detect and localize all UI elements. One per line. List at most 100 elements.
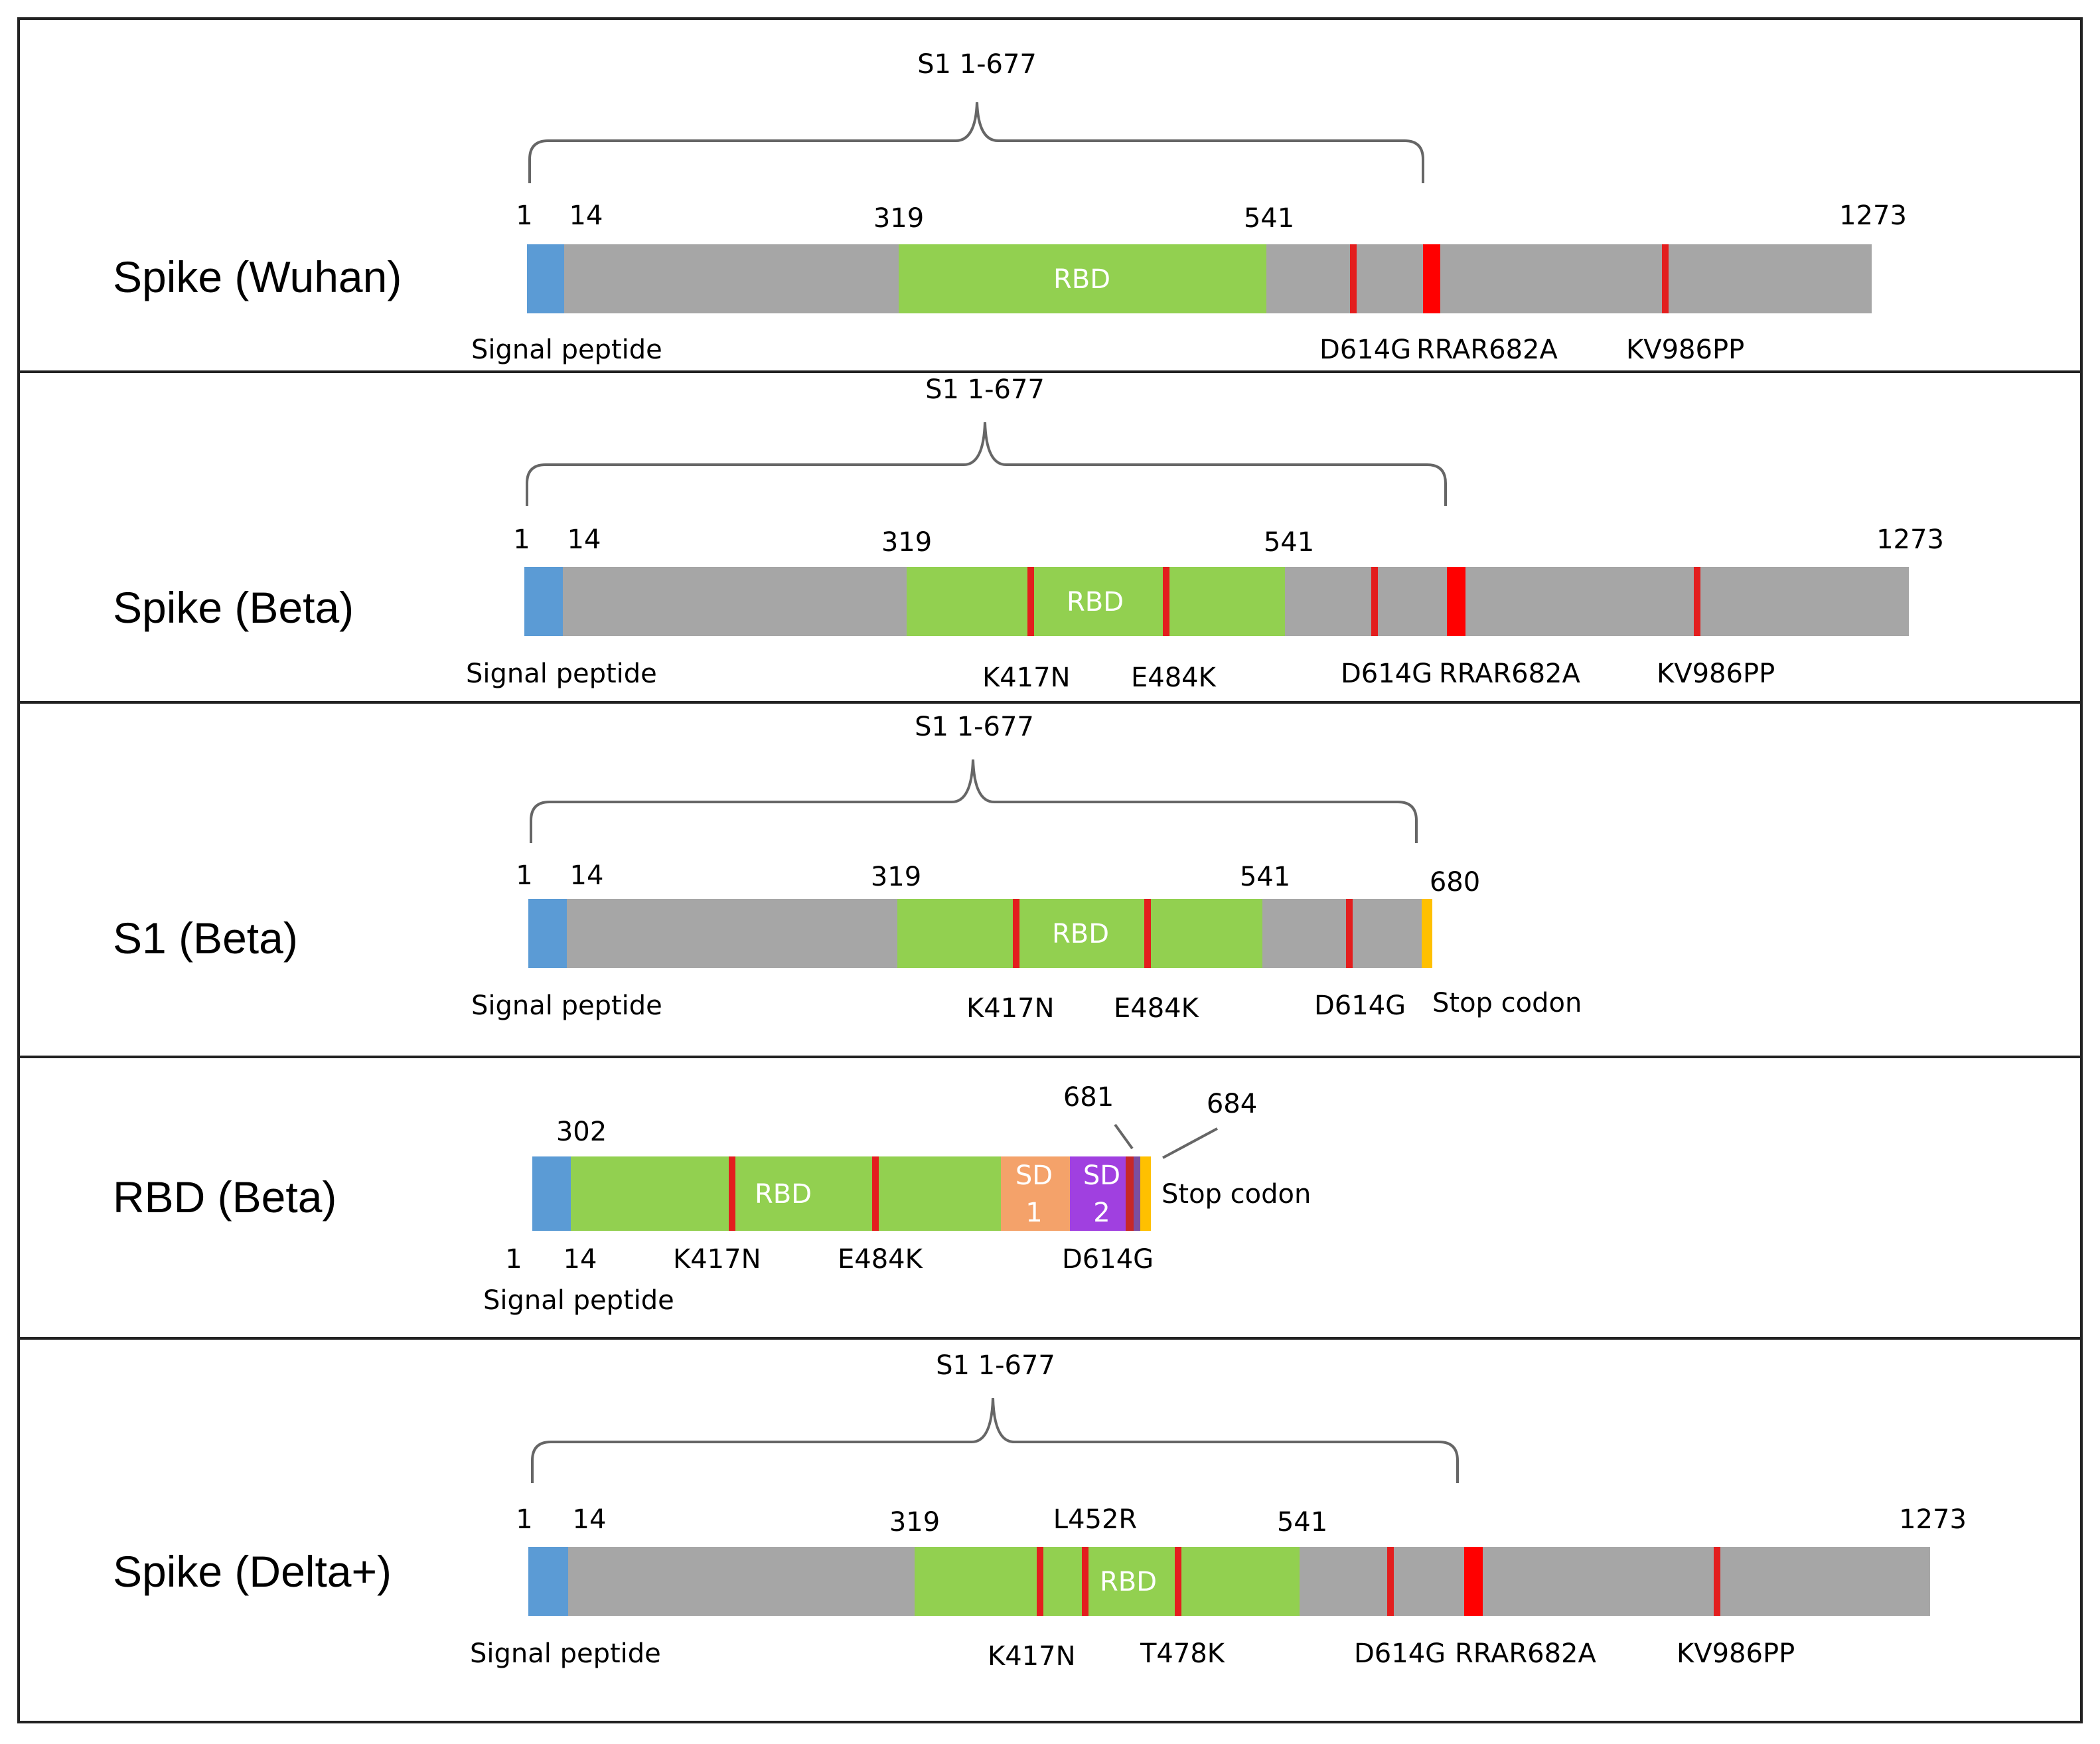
mutation-k417n-mark bbox=[1027, 567, 1034, 636]
signal-peptide-label: Signal peptide bbox=[471, 991, 662, 1021]
rbd-segment bbox=[571, 1156, 1001, 1231]
linker-segment bbox=[1134, 1156, 1140, 1231]
mutation-rrar682a-label: RRAR682A bbox=[1416, 335, 1558, 365]
position-541: 541 bbox=[1244, 203, 1294, 234]
position-319: 319 bbox=[873, 203, 924, 234]
position-680: 680 bbox=[1430, 867, 1480, 898]
position-1: 1 bbox=[516, 1504, 532, 1535]
position-684: 684 bbox=[1207, 1089, 1257, 1119]
mutation-k417n-label: K417N bbox=[673, 1244, 761, 1275]
s1-bracket bbox=[528, 102, 1424, 183]
rbd-label: RBD bbox=[1100, 1567, 1157, 1597]
mutation-k417n-mark bbox=[1037, 1547, 1043, 1616]
rbd-label: RBD bbox=[1052, 919, 1109, 949]
signal-peptide-label: Signal peptide bbox=[470, 1638, 661, 1669]
mutation-kv986pp-mark bbox=[1714, 1547, 1720, 1616]
position-541: 541 bbox=[1277, 1507, 1327, 1538]
mutation-e484k-label: E484K bbox=[838, 1244, 924, 1275]
panel-spike-delta-plus: Spike (Delta+) S1 1-677 1 14 319 L452R 5… bbox=[113, 1350, 1967, 1672]
mutation-k417n-label: K417N bbox=[966, 993, 1055, 1024]
position-681: 681 bbox=[1063, 1082, 1114, 1113]
s1-bracket bbox=[530, 759, 1418, 843]
mutation-kv986pp-label: KV986PP bbox=[1657, 659, 1775, 689]
figure-frame bbox=[17, 17, 2083, 1723]
signal-peptide-label: Signal peptide bbox=[466, 659, 657, 689]
sd2-label-line2: 2 bbox=[1093, 1198, 1110, 1228]
mutation-kv986pp-label: KV986PP bbox=[1626, 335, 1744, 365]
position-14: 14 bbox=[570, 860, 604, 891]
position-14: 14 bbox=[567, 524, 601, 555]
s1-range-label: S1 1-677 bbox=[925, 374, 1045, 405]
position-319: 319 bbox=[881, 527, 932, 558]
position-14: 14 bbox=[563, 1244, 597, 1275]
position-14: 14 bbox=[573, 1504, 607, 1535]
panel-title: Spike (Wuhan) bbox=[113, 252, 402, 301]
position-319: 319 bbox=[871, 862, 921, 892]
position-684-pointer bbox=[1162, 1127, 1218, 1159]
mutation-d614g-mark bbox=[1371, 567, 1378, 636]
position-1: 1 bbox=[516, 200, 532, 231]
mutation-d614g-label: D614G bbox=[1319, 335, 1411, 365]
rbd-segment bbox=[897, 899, 1262, 968]
mutation-k417n-label: K417N bbox=[988, 1641, 1076, 1672]
position-541: 541 bbox=[1264, 527, 1314, 558]
signal-peptide-segment bbox=[527, 244, 564, 313]
signal-peptide-label: Signal peptide bbox=[483, 1285, 674, 1316]
position-1: 1 bbox=[516, 860, 532, 891]
mutation-d614g-label: D614G bbox=[1341, 659, 1432, 689]
mutation-e484k-label: E484K bbox=[1131, 663, 1217, 693]
panel-title: S1 (Beta) bbox=[113, 913, 298, 963]
mutation-d614g-mark bbox=[1387, 1547, 1394, 1616]
mutation-k417n-mark bbox=[729, 1156, 735, 1231]
panel-title: RBD (Beta) bbox=[113, 1172, 337, 1222]
position-1273: 1273 bbox=[1839, 200, 1907, 231]
mutation-k417n-label: K417N bbox=[982, 663, 1071, 693]
mutation-d614g-label: D614G bbox=[1314, 991, 1406, 1021]
position-1273: 1273 bbox=[1876, 524, 1944, 555]
position-681-pointer bbox=[1114, 1123, 1134, 1150]
mutation-e484k-label: E484K bbox=[1114, 993, 1200, 1024]
rbd-segment bbox=[915, 1547, 1300, 1616]
panel-spike-wuhan: Spike (Wuhan) S1 1-677 1 14 319 541 1273… bbox=[113, 49, 1907, 365]
mutation-d614g-mark bbox=[1126, 1156, 1134, 1231]
mutation-kv986pp-mark bbox=[1694, 567, 1700, 636]
s1-range-label: S1 1-677 bbox=[915, 712, 1034, 742]
panel-title: Spike (Delta+) bbox=[113, 1547, 392, 1596]
rbd-label: RBD bbox=[755, 1179, 812, 1210]
mutation-rrar682a-label: RRAR682A bbox=[1455, 1638, 1596, 1669]
sd1-label-line1: SD bbox=[1015, 1160, 1053, 1191]
rbd-segment bbox=[907, 567, 1285, 636]
signal-peptide-segment bbox=[532, 1156, 571, 1231]
mutation-d614g-mark bbox=[1350, 244, 1357, 313]
position-14: 14 bbox=[569, 200, 603, 231]
mutation-d614g-label: D614G bbox=[1354, 1638, 1446, 1669]
mutation-rrar682a-mark bbox=[1423, 244, 1440, 313]
position-319: 319 bbox=[889, 1507, 940, 1538]
position-1: 1 bbox=[505, 1244, 522, 1275]
mutation-l452r-label: L452R bbox=[1053, 1504, 1137, 1535]
position-1273: 1273 bbox=[1899, 1504, 1967, 1535]
mutation-d614g-mark bbox=[1346, 899, 1353, 968]
panel-s1-beta: S1 (Beta) S1 1-677 1 14 319 541 680 RBD … bbox=[113, 712, 1582, 1024]
stop-codon-label: Stop codon bbox=[1162, 1179, 1311, 1210]
mutation-e484k-mark bbox=[1144, 899, 1151, 968]
mutation-e484k-mark bbox=[872, 1156, 879, 1231]
sd1-segment bbox=[1001, 1156, 1070, 1231]
mutation-rrar682a-mark bbox=[1464, 1547, 1483, 1616]
mutation-t478k-mark bbox=[1175, 1547, 1181, 1616]
signal-peptide-segment bbox=[528, 1547, 568, 1616]
signal-peptide-segment bbox=[528, 899, 567, 968]
stop-codon-label: Stop codon bbox=[1432, 988, 1582, 1018]
sd1-label-line2: 1 bbox=[1025, 1198, 1042, 1228]
signal-peptide-label: Signal peptide bbox=[471, 335, 662, 365]
position-302: 302 bbox=[556, 1117, 607, 1147]
stop-codon-segment bbox=[1422, 899, 1432, 968]
sd2-label-line1: SD bbox=[1083, 1160, 1120, 1191]
rbd-label: RBD bbox=[1053, 264, 1110, 295]
mutation-rrar682a-mark bbox=[1447, 567, 1465, 636]
mutation-kv986pp-mark bbox=[1662, 244, 1669, 313]
mutation-rrar682a-label: RRAR682A bbox=[1439, 659, 1580, 689]
stop-codon-segment bbox=[1140, 1156, 1151, 1231]
panel-spike-beta: Spike (Beta) S1 1-677 1 14 319 541 1273 … bbox=[113, 374, 1944, 693]
